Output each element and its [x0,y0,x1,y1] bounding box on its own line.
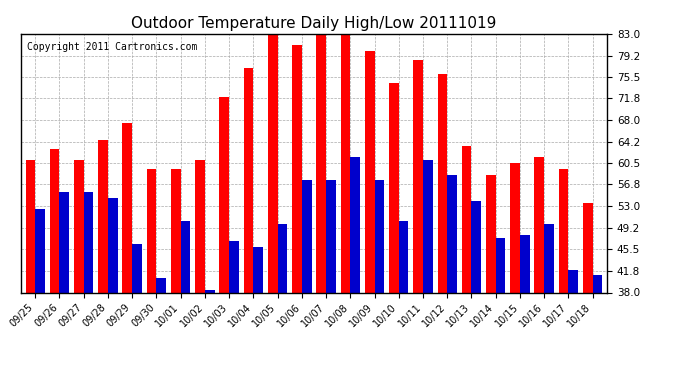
Bar [147,169,157,292]
Bar [495,238,505,292]
Bar [277,224,287,292]
Bar [98,140,108,292]
Bar [132,244,142,292]
Bar [123,123,132,292]
Bar [413,60,423,292]
Bar [108,198,117,292]
Bar [26,160,35,292]
Bar [423,160,433,292]
Bar [229,241,239,292]
Bar [399,220,408,292]
Title: Outdoor Temperature Daily High/Low 20111019: Outdoor Temperature Daily High/Low 20111… [131,16,497,31]
Bar [253,246,263,292]
Bar [462,146,471,292]
Text: Copyright 2011 Cartronics.com: Copyright 2011 Cartronics.com [26,42,197,51]
Bar [35,209,45,292]
Bar [486,175,495,292]
Bar [559,169,569,292]
Bar [389,82,399,292]
Bar [375,180,384,292]
Bar [341,34,351,292]
Bar [50,149,59,292]
Bar [181,220,190,292]
Bar [544,224,554,292]
Bar [157,278,166,292]
Bar [351,158,360,292]
Bar [437,74,447,292]
Bar [83,192,93,292]
Bar [317,34,326,292]
Bar [535,158,544,292]
Bar [583,203,593,292]
Bar [244,68,253,292]
Bar [292,45,302,292]
Bar [511,163,520,292]
Bar [205,290,215,292]
Bar [268,34,277,292]
Bar [302,180,311,292]
Bar [593,275,602,292]
Bar [195,160,205,292]
Bar [171,169,181,292]
Bar [59,192,69,292]
Bar [219,97,229,292]
Bar [447,175,457,292]
Bar [471,201,481,292]
Bar [326,180,336,292]
Bar [569,270,578,292]
Bar [520,235,530,292]
Bar [365,51,375,292]
Bar [74,160,83,292]
